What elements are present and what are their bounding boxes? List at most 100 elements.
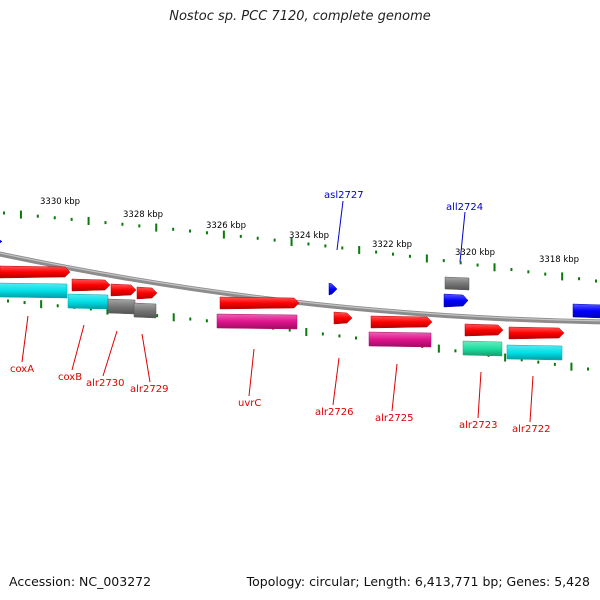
tick-mark-outer bbox=[358, 245, 361, 254]
gene-label-leader bbox=[477, 371, 482, 419]
backbone-highlight bbox=[0, 252, 600, 322]
gene-all2724-arrow[interactable] bbox=[443, 293, 469, 308]
gene-asl2727-arrow[interactable] bbox=[328, 282, 338, 296]
gene-label-leader bbox=[391, 363, 398, 412]
tick-mark-outer bbox=[493, 263, 496, 272]
tick-mark-inner bbox=[305, 327, 308, 336]
cyan-feature-block[interactable] bbox=[67, 293, 109, 310]
gene-label-coxB[interactable]: coxB bbox=[58, 372, 82, 383]
gray-feature-block[interactable] bbox=[133, 302, 157, 319]
gene-label-alr2722[interactable]: alr2722 bbox=[512, 424, 550, 435]
gene-coxA-arrow[interactable] bbox=[0, 265, 71, 279]
gene-label-alr2729[interactable]: alr2729 bbox=[130, 384, 168, 395]
gene-label-leader bbox=[529, 375, 534, 423]
gene-uvrC-arrow[interactable] bbox=[219, 296, 300, 310]
gene-coxB-arrow[interactable] bbox=[71, 278, 111, 292]
tick-mark-inner bbox=[587, 367, 589, 371]
tick-mark-outer bbox=[222, 230, 225, 239]
genome-backbone bbox=[0, 251, 600, 325]
tick-mark-outer bbox=[3, 211, 5, 215]
tick-mark-outer bbox=[595, 279, 597, 283]
magenta-feature-block[interactable] bbox=[368, 331, 432, 348]
gene-label-all2724[interactable]: all2724 bbox=[446, 202, 483, 213]
tick-mark-inner bbox=[156, 314, 159, 318]
tick-label: 3320 kbp bbox=[455, 248, 495, 258]
tick-mark-outer bbox=[87, 216, 90, 225]
tick-mark-outer bbox=[578, 277, 581, 281]
gene-label-asl2727[interactable]: asl2727 bbox=[324, 190, 364, 201]
tick-mark-outer bbox=[121, 222, 124, 226]
tick-mark-inner bbox=[504, 353, 507, 362]
tick-mark-outer bbox=[324, 244, 327, 248]
tick-label: 3328 kbp bbox=[123, 210, 163, 220]
tick-label: 3326 kbp bbox=[206, 221, 246, 231]
tick-mark-outer bbox=[425, 254, 428, 263]
tick-mark-outer bbox=[561, 272, 564, 281]
tick-mark-outer bbox=[510, 268, 513, 272]
cyan-feature-block[interactable] bbox=[0, 282, 68, 299]
gene-alr2723-arrow[interactable] bbox=[464, 323, 504, 337]
tick-mark-outer bbox=[138, 224, 141, 228]
tick-mark-outer bbox=[392, 252, 395, 256]
green-feature-block[interactable] bbox=[462, 340, 503, 357]
tick-mark-inner bbox=[189, 317, 192, 321]
gene-label-alr2725[interactable]: alr2725 bbox=[375, 413, 413, 424]
gene-label-leader bbox=[21, 315, 29, 363]
accession-text: Accession: NC_003272 bbox=[9, 574, 152, 589]
topology-text: Topology: circular; Length: 6,413,771 bp… bbox=[246, 574, 590, 589]
tick-mark-outer bbox=[273, 238, 276, 242]
tick-mark-inner bbox=[106, 306, 109, 315]
gene-label-uvrC[interactable]: uvrC bbox=[238, 398, 261, 409]
tick-mark-inner bbox=[537, 360, 540, 364]
gene-alr2729-arrow[interactable] bbox=[136, 286, 158, 300]
gene-label-coxA[interactable]: coxA bbox=[10, 364, 34, 375]
gene-label-alr2730[interactable]: alr2730 bbox=[86, 378, 124, 389]
tick-mark-inner bbox=[338, 334, 341, 338]
tick-mark-outer bbox=[155, 223, 158, 232]
tick-mark-outer bbox=[341, 246, 344, 250]
map-title: Nostoc sp. PCC 7120, complete genome bbox=[169, 9, 431, 24]
tick-mark-inner bbox=[288, 328, 291, 332]
tick-mark-inner bbox=[56, 304, 59, 308]
gene-alr2730-arrow[interactable] bbox=[110, 283, 137, 297]
tick-mark-outer bbox=[527, 270, 530, 274]
gene-label-leader bbox=[71, 324, 85, 371]
tick-mark-outer bbox=[189, 229, 192, 233]
tick-mark-inner bbox=[553, 362, 556, 366]
tick-label: 3324 kbp bbox=[289, 231, 329, 241]
tick-mark-inner bbox=[355, 336, 357, 340]
tick-mark-outer bbox=[459, 261, 462, 265]
gene-alr2725-arrow[interactable] bbox=[370, 315, 433, 329]
gene-label-leader bbox=[332, 357, 340, 406]
tick-mark-outer bbox=[205, 231, 208, 235]
tick-mark-inner bbox=[7, 299, 9, 303]
tick-mark-outer bbox=[442, 259, 445, 263]
gene-alr2726-arrow[interactable] bbox=[333, 311, 353, 325]
gene-all2724-gray-block[interactable] bbox=[444, 276, 470, 291]
tick-mark-outer bbox=[256, 236, 259, 240]
tick-mark-inner bbox=[454, 349, 457, 353]
tick-mark-outer bbox=[104, 221, 107, 225]
tick-mark-outer bbox=[375, 250, 378, 254]
gene-label-leader bbox=[102, 330, 118, 377]
cyan-feature-block[interactable] bbox=[506, 344, 563, 361]
magenta-feature-block[interactable] bbox=[216, 313, 298, 330]
tick-mark-inner bbox=[89, 307, 92, 311]
tick-mark-inner bbox=[205, 319, 208, 323]
tick-mark-inner bbox=[172, 313, 175, 322]
gene-alr2722-arrow[interactable] bbox=[508, 326, 565, 340]
tick-mark-outer bbox=[239, 234, 242, 238]
tick-mark-outer bbox=[307, 242, 310, 246]
gene-label-alr2726[interactable]: alr2726 bbox=[315, 407, 353, 418]
gray-feature-block[interactable] bbox=[107, 298, 136, 315]
tick-mark-outer bbox=[53, 216, 56, 220]
gene-label-alr2723[interactable]: alr2723 bbox=[459, 420, 497, 431]
gene-label-leader bbox=[141, 333, 151, 383]
blue-gene-arrow[interactable] bbox=[0, 237, 3, 246]
tick-mark-inner bbox=[570, 362, 573, 371]
tick-mark-outer bbox=[36, 214, 39, 218]
blue-gene-block[interactable] bbox=[572, 303, 600, 319]
gene-label-leader bbox=[459, 211, 466, 263]
tick-mark-outer bbox=[408, 254, 411, 258]
